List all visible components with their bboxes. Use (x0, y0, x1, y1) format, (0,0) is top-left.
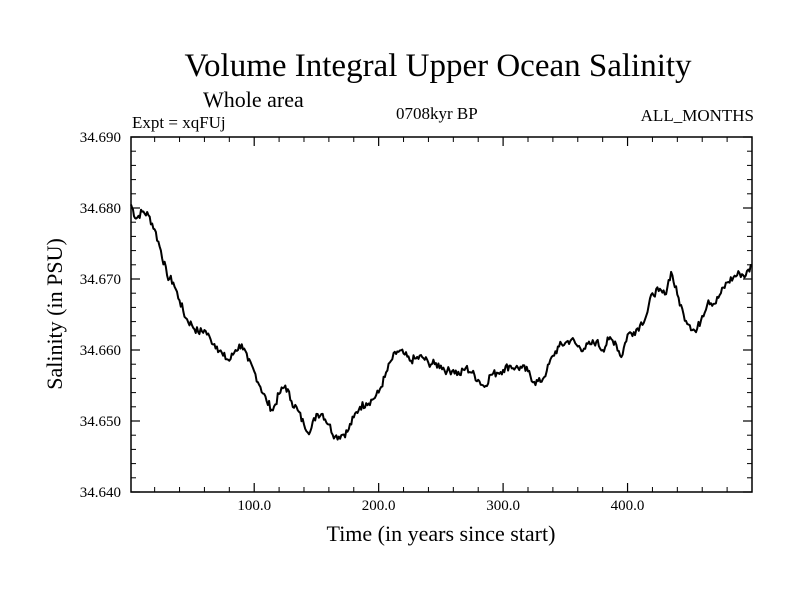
y-tick-label: 34.660 (80, 343, 121, 359)
tick-marks (131, 136, 752, 493)
x-tick-label: 200.0 (362, 498, 396, 514)
months-label: ALL_MONTHS (640, 106, 754, 125)
y-tick-label: 34.690 (80, 130, 121, 146)
period-label: 0708kyr BP (396, 104, 478, 123)
y-tick-label: 34.680 (80, 201, 121, 217)
y-tick-label: 34.670 (80, 272, 121, 288)
plot-frame (130, 136, 753, 493)
x-tick-label: 300.0 (486, 498, 520, 514)
y-axis-label: Salinity (in PSU) (42, 238, 67, 390)
y-tick-label: 34.650 (80, 414, 121, 430)
chart-title: Volume Integral Upper Ocean Salinity (184, 48, 692, 84)
y-tick-label: 34.640 (80, 485, 121, 501)
x-axis-label: Time (in years since start) (327, 521, 556, 546)
series-line-salinity (130, 204, 753, 441)
chart-subtitle: Whole area (203, 87, 304, 112)
tick-labels: 100.0 200.0 300.0 400.0 34.640 34.650 34.660 34… (80, 130, 645, 514)
x-tick-label: 100.0 (237, 498, 271, 514)
experiment-label: Expt = xqFUj (132, 113, 226, 132)
x-tick-label: 400.0 (611, 498, 645, 514)
